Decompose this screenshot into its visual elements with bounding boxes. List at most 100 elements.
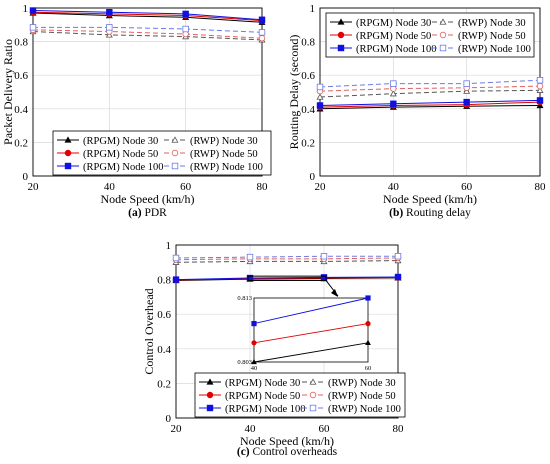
data-point	[316, 83, 324, 91]
y-tick-label: 0	[310, 171, 316, 183]
plot-frame	[175, 244, 399, 419]
x-tick-label: 60	[180, 181, 192, 193]
y-tick-label: 0	[23, 171, 29, 183]
x-tick-label: 20	[315, 181, 327, 193]
inset-data-point	[365, 339, 371, 345]
y-tick-label: 0.2	[14, 137, 28, 149]
y-tick-label: 0.4	[157, 344, 171, 356]
inset-x-tick-label: 40	[251, 365, 258, 372]
legend-label: (RPGM) Node 30	[356, 18, 431, 29]
legend-box	[194, 372, 406, 418]
data-point	[390, 80, 397, 87]
x-tick-label: 60	[461, 181, 473, 193]
y-tick-label: 0.8	[14, 37, 28, 49]
y-tick-label: 0.6	[301, 70, 315, 82]
y-axis-label: Packet Delivery Ratio	[1, 39, 15, 145]
series-line	[319, 101, 541, 108]
caption-label: (c)	[237, 446, 253, 458]
legend-box	[52, 130, 272, 176]
legend-label: (RWP) Node 50	[328, 391, 396, 402]
legend-label: (RWP) Node 50	[458, 31, 526, 42]
data-point	[106, 24, 113, 31]
caption-text: Control overheads	[253, 446, 338, 458]
legend-marker	[309, 404, 317, 412]
legend-marker	[64, 162, 72, 170]
x-tick-label: 20	[171, 423, 183, 435]
legend-label: (RWP) Node 100	[328, 404, 401, 415]
panel-caption: (b) Routing delay	[389, 207, 471, 219]
data-point	[172, 276, 180, 283]
inset-series-line	[253, 342, 369, 363]
legend-label: (RWP) Node 30	[190, 136, 258, 147]
legend-marker	[309, 378, 317, 385]
data-point	[389, 90, 397, 97]
legend-marker	[206, 391, 214, 399]
inset-frame	[253, 297, 369, 363]
inset-data-point	[251, 340, 257, 346]
caption-text: Routing delay	[406, 207, 471, 219]
y-tick-label: 0	[166, 413, 172, 425]
data-point	[320, 253, 328, 260]
y-tick-label: 0.6	[14, 70, 28, 82]
data-point	[394, 273, 402, 281]
y-tick-label: 0.4	[14, 104, 28, 116]
data-point	[463, 98, 470, 106]
x-tick-label: 40	[104, 181, 116, 193]
legend-box	[325, 12, 535, 58]
inset-data-point	[365, 320, 371, 327]
legend-marker	[171, 136, 179, 143]
series-line	[33, 26, 263, 33]
legend-marker	[64, 136, 72, 143]
x-axis-label: Node Speed (km/h)	[383, 192, 477, 206]
data-point	[258, 35, 266, 42]
series-line	[32, 10, 263, 21]
inset-y-tick-label: 0.803	[237, 359, 252, 366]
panel-caption: (a) PDR	[128, 207, 167, 219]
data-point	[390, 100, 397, 107]
data-point	[29, 7, 37, 14]
legend-marker	[439, 44, 447, 52]
legend-marker	[309, 391, 317, 399]
inset-data-point	[365, 295, 371, 301]
y-tick-label: 0.6	[157, 309, 171, 321]
legend-marker	[206, 378, 214, 385]
legend-label: (RPGM) Node 100	[83, 162, 164, 173]
data-point	[29, 24, 37, 31]
legend: (RPGM) Node 30 (RWP) Node 30 (RPGM) Node 5…	[194, 372, 406, 418]
data-point	[316, 102, 324, 109]
zoom-inset: 40 60 0.803 0.813	[237, 275, 372, 372]
legend-label: (RWP) Node 100	[190, 162, 263, 173]
data-point	[172, 254, 180, 262]
legend-label: (RPGM) Node 30	[83, 136, 158, 147]
legend-label: (RWP) Node 100	[458, 44, 531, 55]
panel-caption: (c) Control overheads	[237, 446, 338, 458]
legend-marker	[171, 149, 179, 157]
y-tick-label: 0.2	[301, 137, 315, 149]
legend-label: (RPGM) Node 100	[225, 404, 306, 415]
series-line	[175, 260, 399, 263]
y-tick-label: 0.8	[157, 275, 171, 287]
series-line	[32, 31, 263, 41]
legend-label: (RWP) Node 30	[328, 378, 396, 389]
x-tick-label: 80	[257, 181, 269, 193]
series-line	[32, 11, 263, 22]
legend-marker	[439, 18, 447, 25]
data-point	[182, 25, 189, 33]
legend-label: (RWP) Node 50	[190, 149, 258, 160]
series-line	[32, 29, 263, 39]
caption-text: PDR	[144, 207, 167, 219]
series-line	[32, 12, 263, 23]
series-line	[175, 276, 399, 281]
data-point	[536, 82, 544, 90]
legend-label: (RWP) Node 30	[458, 18, 526, 29]
inset-x-tick-label: 60	[365, 365, 372, 372]
legend-marker	[171, 162, 179, 170]
y-tick-label: 1	[166, 240, 172, 252]
y-tick-label: 0.2	[157, 378, 171, 390]
data-point	[106, 8, 113, 16]
inset-data-point	[251, 358, 257, 365]
